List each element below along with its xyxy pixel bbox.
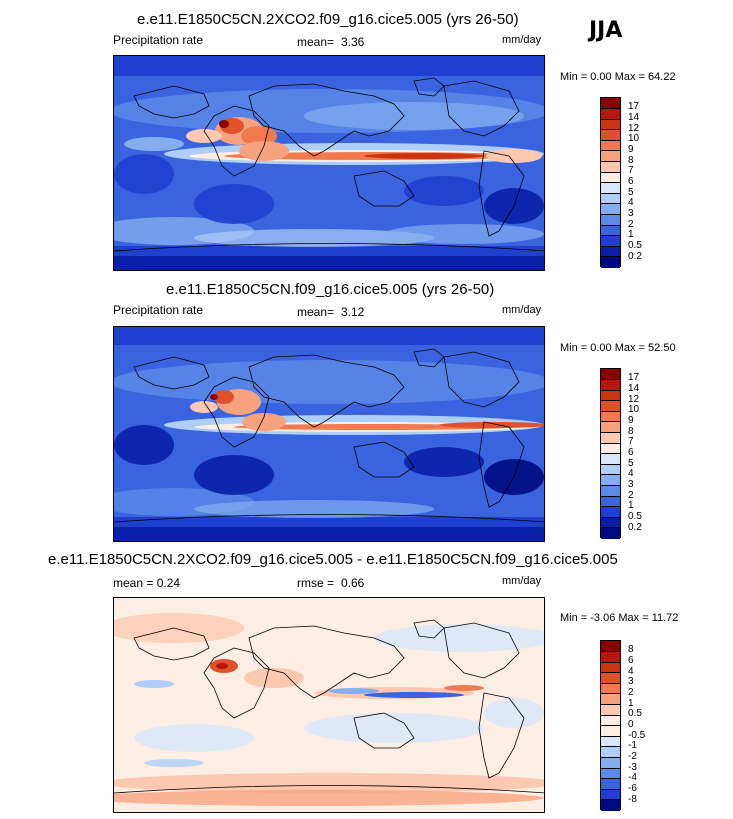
panel2-cbar-label: 14 (628, 383, 640, 394)
panel3-cbar-label: 0.5 (628, 708, 642, 719)
panel1-cbar-label: 8 (628, 155, 634, 166)
panel3-cbar-label: 6 (628, 655, 634, 666)
panel3-cbar-label: -4 (628, 772, 637, 783)
panel1-cbar-label: 0.2 (628, 251, 642, 262)
panel3-cbar-label: 4 (628, 666, 634, 677)
panel3-cbar-label: -8 (628, 794, 637, 805)
panel1-cbar-label: 1 (628, 229, 634, 240)
panel2-cbar-label: 1 (628, 500, 634, 511)
season-label: JJA (589, 18, 623, 43)
panel1-minmax: Min = 0.00 Max = 64.22 (560, 71, 676, 83)
panel3-minmax: Min = -3.06 Max = 11.72 (560, 612, 679, 624)
panel2-cbar-label: 3 (628, 479, 634, 490)
panel1-cbar-label: 0.5 (628, 240, 642, 251)
panel2-cbar-label: 8 (628, 426, 634, 437)
panel2-colorbar (600, 368, 621, 539)
panel1-mean-value: 3.36 (341, 35, 365, 49)
panel2-cbar-label: 17 (628, 372, 640, 383)
panel2-precip-field (114, 327, 544, 541)
panel3-difference-field (114, 598, 544, 812)
panel1-cbar-label: 6 (628, 176, 634, 187)
panel2-units: mm/day (502, 304, 542, 316)
panel2-cbar-label: 0.2 (628, 522, 642, 533)
panel2-cbar-label: 2 (628, 490, 634, 501)
panel1-variable-label: Precipitation rate (113, 33, 204, 47)
panel3-rmse-label: rmse = (297, 576, 335, 590)
panel2-cbar-label: 10 (628, 404, 640, 415)
panel3-rmse-value: 0.66 (341, 576, 365, 590)
panel3-mean: mean = 0.24 (113, 576, 181, 590)
panel1-title: e.e11.E1850C5CN.2XCO2.f09_g16.cice5.005 … (137, 11, 519, 28)
panel2-minmax: Min = 0.00 Max = 52.50 (560, 342, 676, 354)
panel3-cbar-label: -3 (628, 762, 637, 773)
panel2-mean-label: mean= (297, 305, 335, 319)
panel1-cbar-label: 10 (628, 133, 640, 144)
panel3-map (113, 597, 545, 813)
panel3-units: mm/day (502, 575, 542, 587)
panel1-mean-label: mean= (297, 35, 335, 49)
panel3-cbar-label: 1 (628, 698, 634, 709)
panel3-cbar-label: 0 (628, 719, 634, 730)
panel1-colorbar (600, 97, 621, 268)
panel1-map (113, 55, 545, 271)
panel1-precip-field (114, 56, 544, 270)
panel2-title: e.e11.E1850C5CN.f09_g16.cice5.005 (yrs 2… (166, 281, 495, 298)
panel3-cbar-label: -2 (628, 751, 637, 762)
panel1-cbar-label: 7 (628, 165, 634, 176)
panel2-cbar-label: 0.5 (628, 511, 642, 522)
panel1-cbar-label: 4 (628, 197, 634, 208)
panel1-cbar-label: 12 (628, 123, 640, 134)
panel3-title: e.e11.E1850C5CN.2XCO2.f09_g16.cice5.005 … (48, 551, 618, 568)
panel3-cbar-label: 3 (628, 676, 634, 687)
panel3-cbar-label: -1 (628, 740, 637, 751)
panel3-cbar-label: -6 (628, 783, 637, 794)
panel1-units: mm/day (502, 34, 542, 46)
panel2-cbar-label: 5 (628, 458, 634, 469)
panel3-colorbar (600, 640, 621, 811)
panel2-cbar-label: 7 (628, 436, 634, 447)
panel3-cbar-label: 2 (628, 687, 634, 698)
panel1-cbar-label: 9 (628, 144, 634, 155)
panel2-map (113, 326, 545, 542)
panel2-variable-label: Precipitation rate (113, 303, 204, 317)
panel1-cbar-label: 2 (628, 219, 634, 230)
panel2-cbar-label: 12 (628, 394, 640, 405)
panel1-cbar-label: 5 (628, 187, 634, 198)
panel2-cbar-label: 4 (628, 468, 634, 479)
panel1-cbar-label: 3 (628, 208, 634, 219)
panel2-cbar-label: 6 (628, 447, 634, 458)
panel3-cbar-label: 8 (628, 644, 634, 655)
panel2-cbar-label: 9 (628, 415, 634, 426)
panel1-cbar-label: 17 (628, 101, 640, 112)
panel3-cbar-label: -0.5 (628, 730, 646, 741)
panel1-cbar-label: 14 (628, 112, 640, 123)
panel2-mean-value: 3.12 (341, 305, 365, 319)
